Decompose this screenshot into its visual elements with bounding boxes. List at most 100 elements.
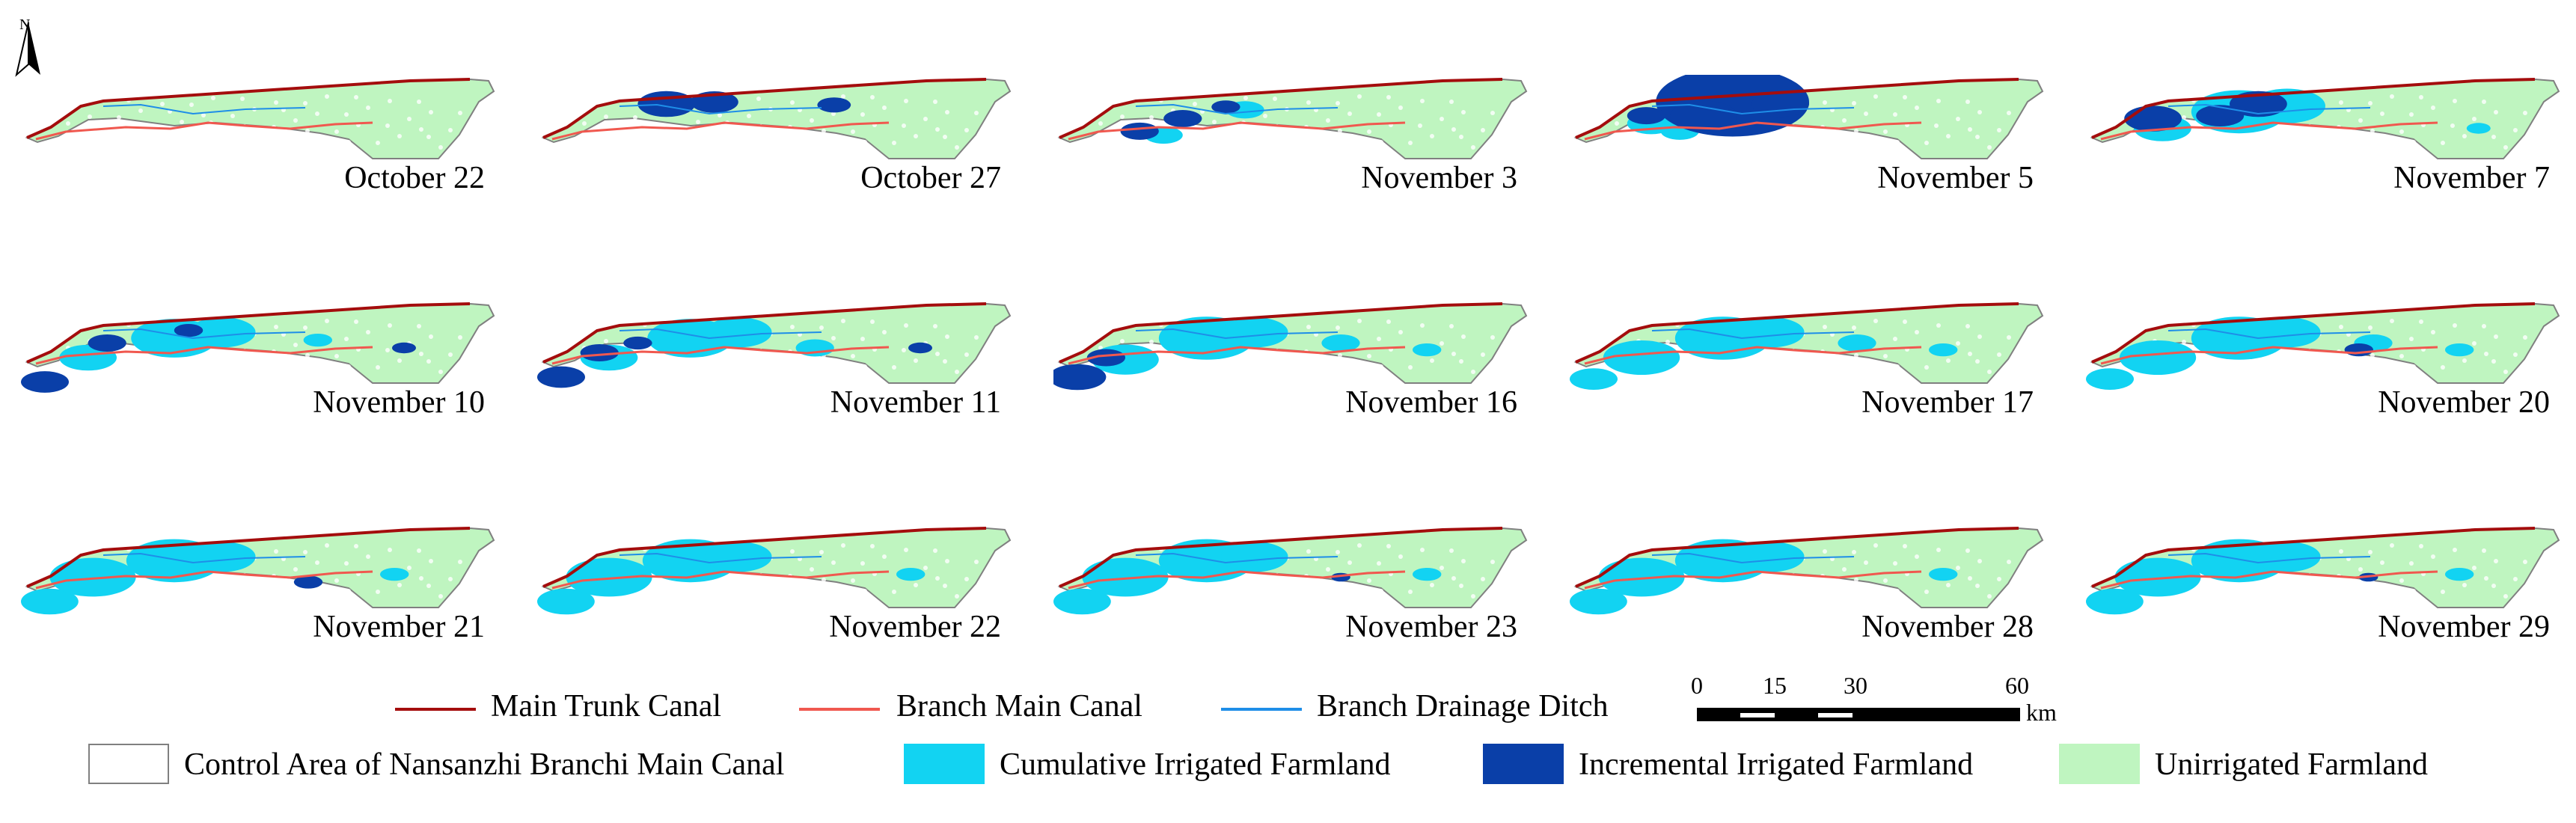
field-gap [2368, 101, 2372, 105]
field-gap [819, 550, 824, 554]
cumulative-irrigated-patch [2119, 340, 2197, 376]
field-gap [652, 133, 657, 138]
branch-drainage-ditch-line [619, 328, 822, 340]
field-gap [1852, 101, 1856, 105]
scale-tick-60: 60 [2005, 672, 2029, 699]
incremental-irrigated-patch [1752, 91, 1809, 117]
field-gap [1377, 561, 1381, 566]
field-gap [822, 129, 826, 133]
cumulative-irrigated-patch [2445, 343, 2474, 357]
field-gap [2513, 128, 2518, 132]
field-gap [964, 128, 969, 132]
incremental-irrigated-patch [537, 366, 585, 388]
field-gap [397, 358, 402, 363]
field-gap [914, 583, 918, 587]
scale-tick-15: 15 [1763, 672, 1787, 699]
main-trunk-canal-line [542, 527, 987, 588]
field-gap [426, 359, 431, 364]
field-gap [1697, 368, 1701, 373]
map-date-label: November 3 [1361, 161, 1517, 195]
incremental-irrigated-patch [174, 323, 204, 337]
field-gap [233, 590, 237, 595]
cumulative-irrigated-patch [1413, 343, 1442, 357]
field-gap [180, 120, 184, 124]
field-gap [1748, 138, 1752, 142]
field-gap [2327, 142, 2331, 147]
field-gap [1811, 142, 1815, 147]
field-gap [2525, 138, 2530, 143]
field-gap [1149, 115, 1154, 120]
field-gap [1893, 112, 1897, 117]
field-gap [2182, 115, 2186, 120]
field-gap [1895, 140, 1900, 144]
field-gap [882, 105, 887, 110]
main-trunk-canal-line [2091, 527, 2536, 588]
field-gap [1294, 367, 1299, 371]
incremental-irrigated-patch [908, 342, 932, 354]
field-gap [1946, 358, 1951, 363]
field-gap [1440, 341, 1444, 346]
field-gap [2409, 112, 2414, 117]
field-gap [1253, 131, 1258, 135]
field-gap [346, 140, 351, 144]
field-gap [2523, 560, 2527, 564]
field-gap [1685, 358, 1689, 362]
field-gap [1697, 593, 1701, 597]
field-gap [1997, 577, 2001, 581]
field-gap [1367, 578, 1371, 583]
main-trunk-canal-line [1575, 302, 2019, 364]
field-gap [1883, 354, 1888, 358]
field-gap [737, 131, 741, 135]
field-gap [325, 543, 329, 548]
field-gap [1968, 127, 1972, 132]
field-gap [460, 587, 465, 592]
field-gap [170, 586, 174, 590]
field-gap [870, 319, 875, 324]
field-gap [1493, 363, 1497, 367]
field-gap [426, 135, 431, 139]
field-gap [138, 108, 143, 113]
field-gap [2368, 550, 2372, 554]
field-gap [964, 577, 969, 581]
field-gap [240, 97, 245, 101]
field-gap [1096, 94, 1101, 98]
field-gap [580, 542, 584, 547]
field-gap [397, 134, 402, 138]
incremental-irrigated-patch [2196, 105, 2245, 126]
branch-drainage-ditch-line [1135, 328, 1339, 340]
field-gap [2390, 319, 2394, 323]
field-gap [1420, 99, 1425, 103]
field-gap [935, 352, 940, 356]
legend-cumulative-swatch [904, 744, 985, 784]
scale-bar [1697, 708, 2020, 721]
field-gap [715, 138, 720, 142]
field-gap [1253, 355, 1258, 360]
field-gap [686, 137, 691, 141]
cumulative-irrigated-patch [896, 567, 926, 581]
field-gap [2349, 135, 2353, 140]
legend-incremental-label: Incremental Irrigated Farmland [1579, 747, 1974, 782]
field-gap [2339, 549, 2343, 554]
main-trunk-canal-line [1059, 527, 1503, 588]
branch-main-canal-line [551, 570, 890, 590]
field-gap [2409, 561, 2414, 566]
field-gap [870, 95, 875, 100]
field-gap [1232, 587, 1236, 591]
field-gap [2503, 370, 2508, 374]
field-gap [1398, 554, 1403, 559]
branch-main-canal-line [551, 121, 890, 141]
incremental-irrigated-patch [1086, 349, 1125, 367]
field-gap [1893, 561, 1897, 566]
field-gap [313, 136, 317, 141]
field-gap [1854, 353, 1858, 358]
field-gap [829, 361, 833, 365]
field-gap [602, 139, 606, 144]
field-gap [933, 100, 937, 104]
field-gap [2370, 353, 2375, 358]
field-gap [2513, 352, 2518, 357]
field-gap [1612, 318, 1617, 322]
field-gap [344, 561, 349, 566]
field-gap [1420, 548, 1425, 552]
field-gap [2201, 358, 2206, 362]
